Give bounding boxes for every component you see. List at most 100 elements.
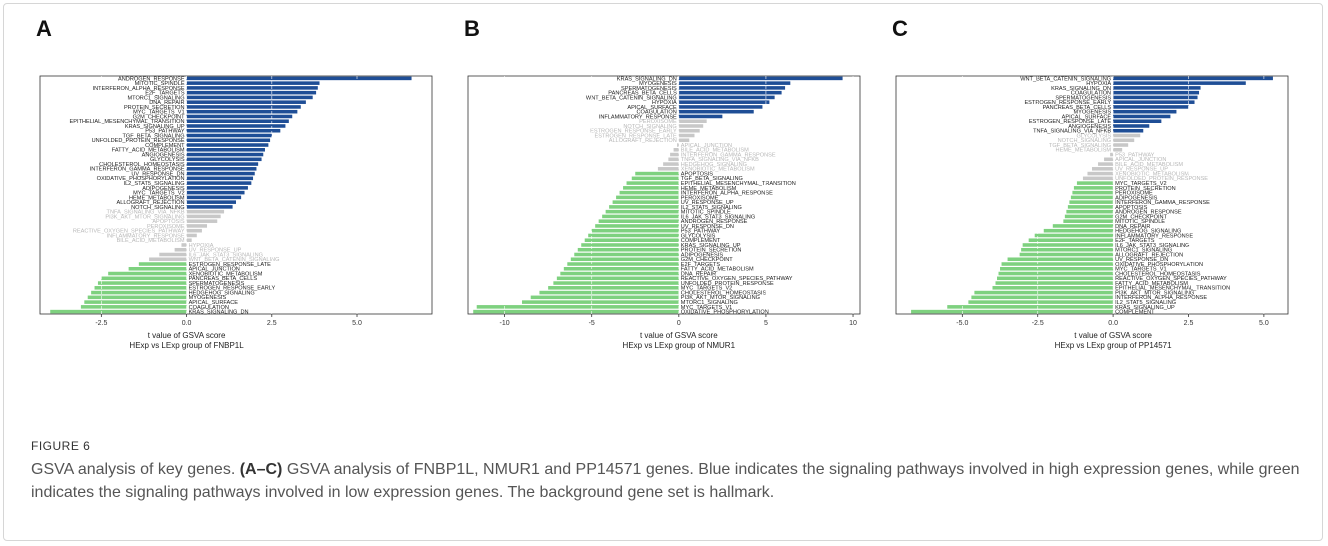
x-tick-label: 2.5 [1184, 320, 1194, 327]
bar [588, 233, 679, 238]
bar-label: E2F_TARGETS [145, 91, 185, 97]
bar-label: COAGULATION [189, 305, 229, 311]
bar-label: FATTY_ACID_METABOLISM [681, 267, 754, 273]
bar [626, 181, 679, 185]
bar-label: TGF_BETA_SIGNALING [1049, 143, 1111, 149]
bar [186, 186, 248, 190]
bar [591, 228, 679, 233]
bar [570, 257, 679, 262]
bar [186, 124, 286, 128]
plot-frame [39, 75, 433, 315]
bar [1076, 181, 1114, 185]
bar-label: UNFOLDED_PROTEIN_RESPONSE [1115, 176, 1208, 182]
bar-label: APOPTOSIS [152, 219, 184, 225]
bar [1052, 224, 1114, 228]
bar-label: UNFOLDED_PROTEIN_RESPONSE [92, 138, 185, 144]
bar [186, 224, 208, 228]
bar [1113, 95, 1198, 100]
bar-label: COMPLEMENT [1115, 310, 1155, 316]
bar [186, 157, 262, 162]
bar-label: APICAL_JUNCTION [189, 267, 240, 273]
bar [186, 200, 236, 204]
bar-label: INFLAMMATORY_RESPONSE [107, 233, 185, 239]
bar [186, 76, 412, 81]
bar [1113, 76, 1273, 81]
bar-label: FATTY_ACID_METABOLISM [1115, 281, 1188, 287]
bar-label: WNT_BETA_CATENIN_SIGNALING [189, 257, 280, 263]
bar [997, 276, 1114, 281]
bar [186, 176, 254, 181]
bar [530, 295, 679, 300]
bar-label: KRAS_SIGNALING_UP [125, 124, 185, 130]
bar [1064, 214, 1114, 219]
bar-label: ALLOGRAFT_REJECTION [609, 138, 677, 144]
bar [1043, 228, 1114, 233]
bar [673, 148, 679, 152]
bar [1110, 152, 1114, 157]
bar-label: APICAL_SURFACE [627, 105, 677, 111]
bar-label: ESTROGEN_RESPONSE_LATE [1029, 119, 1112, 125]
bar [1000, 267, 1114, 271]
x-axis-label: t value of GSVA score [1074, 331, 1152, 340]
bar [1021, 247, 1114, 252]
bar-label: ESTROGEN_RESPONSE_EARLY [590, 129, 677, 135]
bar-label: REACTIVE_OXYGEN_SPECIES_PATHWAY [73, 229, 185, 235]
bar-label: MYC_TARGETS_V1 [1115, 267, 1167, 273]
bar-label: ALLOGRAFT_REJECTION [1115, 252, 1183, 258]
chart-subtitle: HExp vs LExp group of NMUR1 [623, 341, 736, 350]
x-tick-label: 5.0 [352, 320, 362, 327]
bar-label: HEME_METABOLISM [129, 195, 185, 201]
bar [186, 133, 272, 138]
bar [97, 281, 187, 285]
x-tick-label: -2.5 [95, 320, 107, 327]
bar [1087, 171, 1114, 176]
bar [974, 290, 1114, 295]
caption-part2: GSVA analysis of FNBP1L, NMUR1 and PP145… [31, 461, 1300, 501]
bar [159, 252, 187, 257]
bar-label: PI3K_AKT_MTOR_SIGNALING [105, 214, 184, 220]
bar [1113, 138, 1135, 143]
bar [186, 90, 317, 95]
bar-label: PANCREAS_BETA_CELLS [1043, 105, 1112, 111]
bar [1082, 176, 1114, 181]
bar [476, 305, 679, 309]
x-tick-label: 5.0 [1259, 320, 1269, 327]
bar [677, 143, 679, 147]
x-tick-label: 0.0 [182, 320, 192, 327]
bar-label: INTERFERON_ALPHA_RESPONSE [681, 191, 773, 197]
caption-text: GSVA analysis of key genes. (A–C) GSVA a… [31, 458, 1301, 504]
bar [605, 209, 679, 214]
bar-label: CHOLESTEROL_HOMEOSTASIS [1115, 271, 1201, 277]
bar [1113, 148, 1123, 152]
bar [602, 214, 679, 219]
bar [1069, 200, 1114, 204]
bar-label: HEME_METABOLISM [681, 186, 737, 192]
x-tick-label: -5 [589, 320, 595, 327]
plot-frame [895, 75, 1289, 315]
bar [581, 243, 679, 247]
bar [94, 286, 187, 290]
caption-part1: GSVA analysis of key genes. [31, 461, 240, 478]
panel-b-letter: B [464, 16, 480, 41]
bar [995, 281, 1114, 285]
bar-label: MYC_TARGETS_V1 [681, 305, 733, 311]
bar [623, 186, 679, 190]
bar-label: MYOGENESIS [189, 295, 227, 301]
bar-label: NOTCH_SIGNALING [623, 124, 676, 130]
bar [473, 309, 679, 314]
bar [678, 76, 843, 81]
bar [1113, 100, 1195, 104]
bar-label: APOPTOSIS [1115, 205, 1147, 211]
plot-frame [467, 75, 861, 315]
bar [574, 252, 679, 257]
bar-label: SPERMATOGENESIS [621, 86, 677, 92]
bar-label: IL2_STAT5_SIGNALING [124, 181, 185, 187]
bar-label: COAGULATION [1071, 91, 1111, 97]
bar [1067, 205, 1114, 209]
bar-label: UV_RESPONSE_DN [681, 224, 734, 230]
bar-label: UV_RESPONSE_DN [1115, 257, 1168, 263]
bar-label: BILE_ACID_METABOLISM [117, 238, 185, 244]
bar [186, 205, 233, 209]
bar-label: TNFA_SIGNALING_VIA_NFKB [681, 157, 759, 163]
bar [1113, 143, 1129, 147]
